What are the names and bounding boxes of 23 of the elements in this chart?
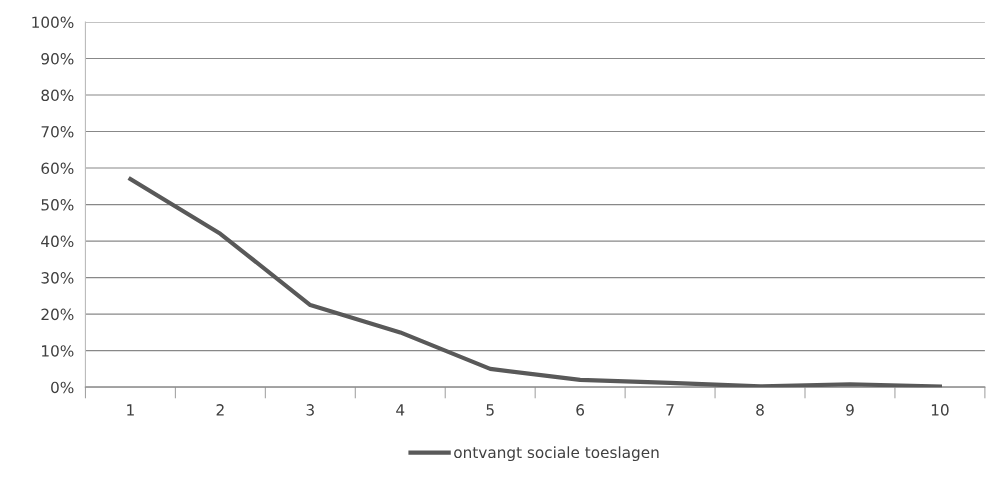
- x-tick-label: 4: [396, 404, 405, 416]
- y-tick-label: 10%: [42, 345, 74, 357]
- x-tick-label: 5: [486, 404, 494, 416]
- y-tick-label: 70%: [41, 126, 74, 138]
- y-tick-label: 80%: [41, 89, 74, 102]
- line-series: [128, 176, 943, 388]
- x-tick-label: 10: [931, 404, 949, 416]
- x-tick-label: 2: [216, 404, 224, 416]
- x-tick-label: 7: [666, 404, 674, 416]
- y-tick-label: 20%: [41, 308, 74, 321]
- y-tick-label: 30%: [41, 272, 74, 284]
- x-tick-label: 6: [576, 404, 585, 416]
- y-tick-label: 40%: [41, 235, 74, 248]
- y-tick-label: 100%: [32, 16, 74, 29]
- x-tick-label: 8: [756, 404, 764, 416]
- legend-label: ontvangt sociale toeslagen: [454, 446, 659, 462]
- x-tick-label: 3: [306, 404, 314, 416]
- y-tick-label: 90%: [41, 52, 74, 65]
- y-tick-label: 60%: [41, 162, 74, 175]
- x-tick-label: 1: [127, 404, 134, 416]
- x-tick-label: 9: [846, 404, 854, 416]
- y-tick-label: 50%: [41, 199, 74, 211]
- y-tick-label: 0%: [51, 381, 74, 394]
